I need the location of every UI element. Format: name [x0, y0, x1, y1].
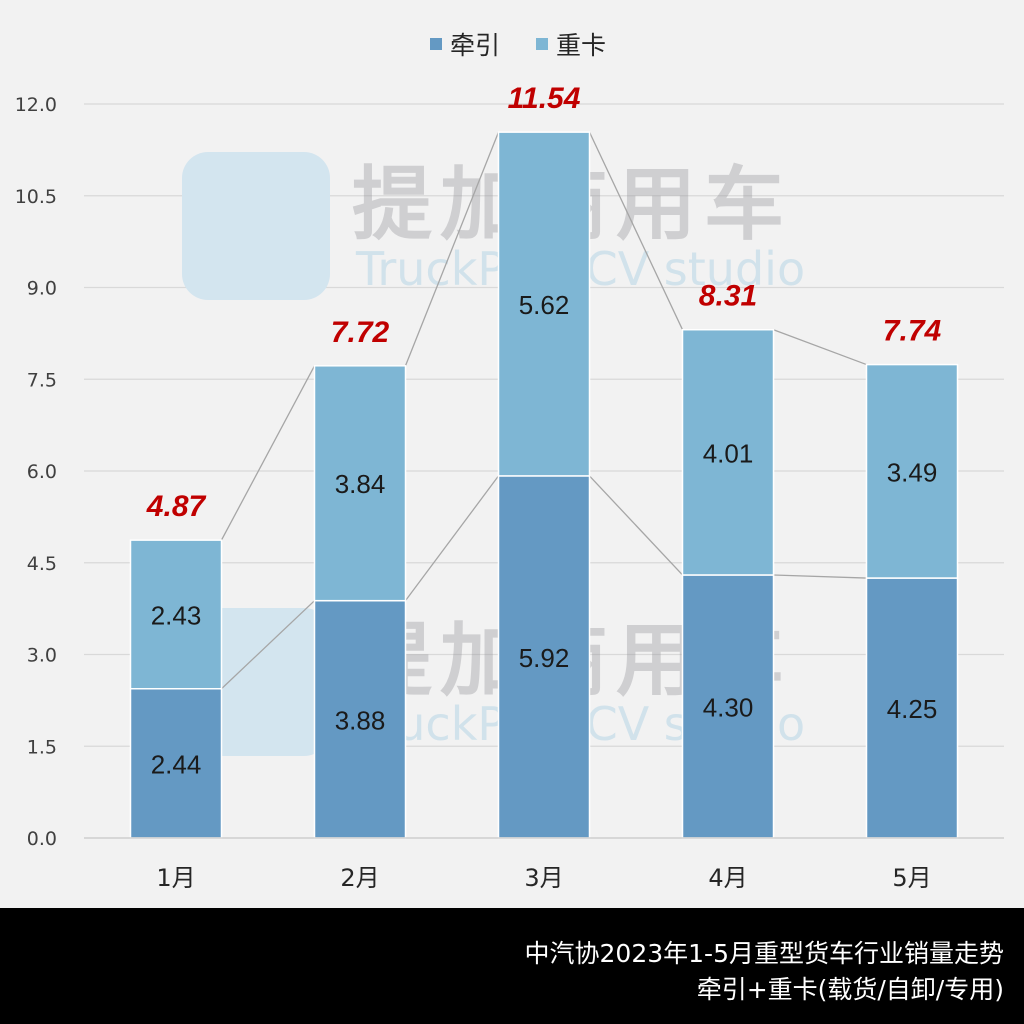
connector-line [404, 131, 500, 367]
x-tick-label: 1月 [156, 864, 195, 892]
bar-segment [129, 539, 223, 690]
connector-line [588, 131, 684, 330]
y-tick-label: 6.0 [27, 461, 57, 483]
segment-value-label: 5.62 [519, 290, 570, 320]
total-value-label: 8.31 [699, 280, 757, 313]
legend-label: 牵引 [450, 31, 500, 60]
connector-line [221, 600, 315, 690]
segment-value-label: 3.49 [887, 457, 938, 487]
connector-line [589, 475, 683, 576]
bar-segment [865, 363, 959, 579]
legend-swatch-icon [430, 38, 442, 50]
segment-value-label: 4.25 [887, 694, 938, 724]
y-tick-label: 0.0 [27, 828, 57, 850]
bar-segment [313, 365, 407, 602]
total-value-label: 7.72 [331, 316, 390, 349]
bar-segment [865, 577, 959, 839]
y-tick-label: 1.5 [27, 736, 57, 758]
x-axis: 1月 2月 3月 4月 5月 [84, 837, 1004, 892]
data-labels: 2.44 2.43 4.87 3.88 3.84 7.72 5.92 5.62 11.54 4.3… [146, 82, 942, 779]
segment-value-label: 4.30 [703, 692, 754, 722]
stacked-bar-chart: 0.01.53.04.56.07.59.010.512.0 提加商用车 Truc… [15, 31, 1004, 892]
legend-label: 重卡 [556, 31, 606, 60]
bar-segment [681, 328, 775, 576]
legend-swatch-icon [536, 38, 548, 50]
segment-value-label: 5.92 [519, 643, 570, 673]
chart-subtitle: 牵引+重卡(载货/自卸/专用) [696, 975, 1004, 1004]
y-tick-label: 7.5 [27, 369, 57, 391]
connector-line [773, 329, 867, 366]
caption-bar: 中汽协2023年1-5月重型货车行业销量走势 牵引+重卡(载货/自卸/专用) [0, 908, 1024, 1024]
segment-value-label: 3.84 [335, 469, 386, 499]
connector-line [220, 365, 316, 541]
bar-segment [681, 574, 775, 839]
y-tick-label: 9.0 [27, 278, 57, 300]
bars [129, 131, 959, 839]
total-value-label: 4.87 [146, 490, 207, 523]
y-tick-label: 4.5 [27, 553, 57, 575]
series-connector-lines [220, 131, 867, 690]
x-tick-label: 2月 [340, 864, 379, 892]
bar-segment [497, 131, 591, 477]
x-tick-label: 3月 [524, 864, 563, 892]
x-tick-label: 4月 [708, 864, 747, 892]
segment-value-label: 2.43 [151, 600, 202, 630]
y-tick-label: 3.0 [27, 645, 57, 667]
segment-value-label: 2.44 [151, 749, 202, 779]
x-tick-label: 5月 [892, 864, 931, 892]
y-tick-label: 12.0 [15, 94, 57, 116]
y-tick-label: 10.5 [15, 186, 57, 208]
segment-value-label: 4.01 [703, 438, 754, 468]
bar-segment [497, 475, 591, 839]
y-axis: 0.0 1.5 3.0 4.5 6.0 7.5 9.0 10.5 12.0 [15, 94, 57, 850]
segment-value-label: 3.88 [335, 705, 386, 735]
total-value-label: 7.74 [883, 315, 942, 348]
connector-line [773, 574, 867, 579]
connector-line [404, 475, 500, 602]
total-value-label: 11.54 [508, 82, 581, 115]
legend: 牵引 重卡 [430, 31, 606, 60]
chart-title: 中汽协2023年1-5月重型货车行业销量走势 [524, 939, 1004, 968]
